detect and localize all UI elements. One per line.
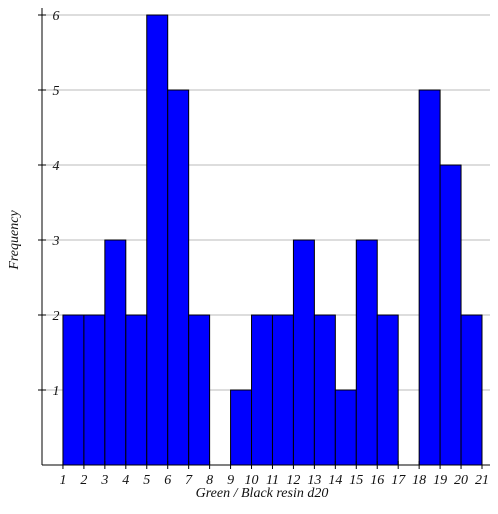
- bar: [104, 239, 127, 466]
- bar: [376, 314, 399, 466]
- bar: [167, 89, 190, 466]
- x-tick-label: 19: [433, 473, 447, 488]
- bar: [355, 239, 378, 466]
- x-tick-label: 18: [412, 473, 426, 488]
- bar: [62, 314, 85, 466]
- x-tick-label: 14: [328, 473, 342, 488]
- x-tick-label: 12: [286, 473, 300, 488]
- bar: [334, 389, 357, 466]
- y-tick-label: 1: [53, 384, 60, 399]
- bar: [251, 314, 273, 466]
- bar: [460, 314, 483, 466]
- x-tick-label: 9: [227, 473, 234, 488]
- x-tick-label: 8: [206, 473, 213, 488]
- y-tick-label: 3: [52, 234, 60, 249]
- bar: [146, 14, 169, 466]
- x-tick-label: 3: [100, 473, 108, 488]
- x-tick-label: 6: [164, 473, 171, 488]
- y-tick-label: 5: [53, 84, 60, 99]
- y-tick-label: 2: [53, 309, 60, 324]
- x-tick-label: 4: [122, 473, 129, 488]
- x-tick-label: 16: [370, 473, 384, 488]
- x-axis-label: Green / Black resin d20: [196, 486, 329, 501]
- x-tick-label: 1: [59, 473, 66, 488]
- x-tick-label: 5: [143, 473, 150, 488]
- y-tick-label: 6: [53, 9, 60, 24]
- x-tick-label: 21: [475, 473, 489, 488]
- y-tick-label: 4: [53, 159, 60, 174]
- bar: [125, 314, 148, 466]
- bar: [313, 314, 336, 466]
- x-tick-label: 2: [80, 473, 87, 488]
- x-tick-label: 15: [349, 473, 363, 488]
- x-tick-label: 20: [454, 473, 468, 488]
- x-tick-label: 17: [391, 473, 406, 488]
- bar: [230, 389, 253, 466]
- bar: [83, 314, 106, 466]
- x-tick-label: 10: [245, 473, 259, 488]
- x-tick-label: 11: [266, 473, 279, 488]
- bar: [418, 89, 441, 466]
- x-tick-label: 7: [185, 473, 193, 488]
- x-tick-label: 13: [307, 473, 321, 488]
- bar: [188, 314, 211, 466]
- bar: [292, 239, 315, 466]
- bar: [439, 164, 462, 466]
- y-axis-label: Frequency: [7, 210, 22, 271]
- bar: [271, 314, 294, 466]
